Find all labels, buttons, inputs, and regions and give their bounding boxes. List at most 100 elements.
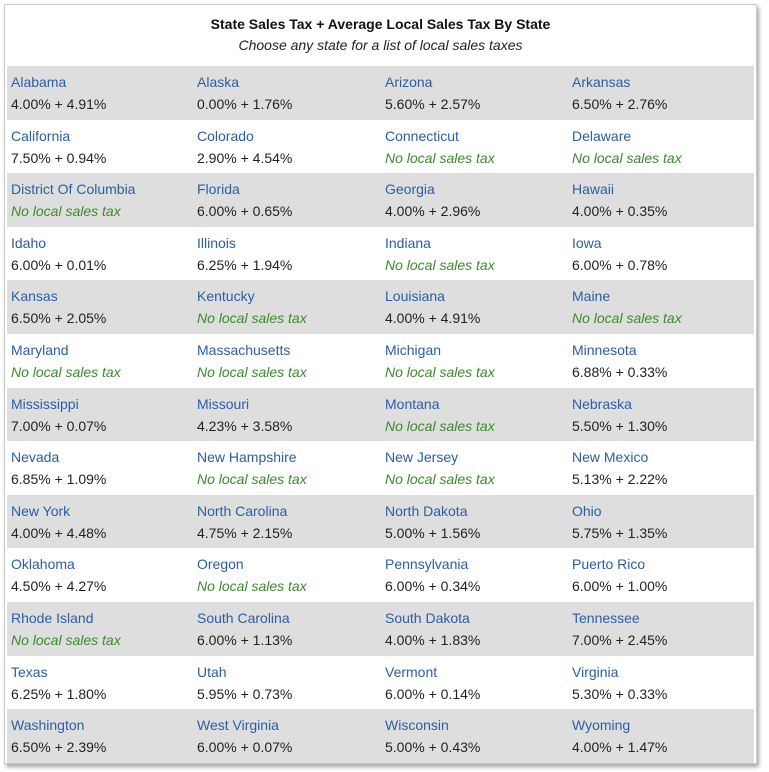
state-tax-table-body: Alabama 4.00% + 4.91% Alaska 0.00% + 1.76% A… [7, 66, 754, 763]
state-link[interactable]: Hawaii [572, 181, 615, 198]
state-link[interactable]: Nebraska [572, 395, 632, 412]
state-link[interactable]: Kansas [11, 288, 58, 305]
state-cell: Ohio 5.75% + 1.35% [568, 495, 754, 549]
state-cell: Delaware No local sales tax [568, 120, 754, 174]
no-local-tax-note: No local sales tax [572, 149, 682, 166]
state-cell: Colorado 2.90% + 4.54% [193, 120, 381, 174]
sales-tax-panel: State Sales Tax + Average Local Sales Ta… [4, 4, 757, 764]
state-link[interactable]: North Dakota [385, 502, 468, 519]
state-link[interactable]: Rhode Island [11, 609, 94, 626]
state-link[interactable]: District Of Columbia [11, 181, 136, 198]
state-cell: Washington 6.50% + 2.39% [7, 709, 193, 763]
table-row: Texas 6.25% + 1.80% Utah 5.95% + 0.73% Vermo… [7, 655, 754, 710]
state-cell: Minnesota 6.88% + 0.33% [568, 334, 754, 388]
tax-rate: 7.00% + 2.45% [572, 631, 668, 648]
tax-rate: 4.00% + 1.83% [385, 631, 481, 648]
tax-rate: 5.00% + 0.43% [385, 739, 481, 756]
state-link[interactable]: Wisconsin [385, 717, 449, 734]
state-link[interactable]: Kentucky [197, 288, 255, 305]
no-local-tax-note: No local sales tax [197, 310, 307, 327]
state-link[interactable]: Montana [385, 395, 440, 412]
table-row: California 7.50% + 0.94% Colorado 2.90% + 4… [7, 119, 754, 174]
state-link[interactable]: Colorado [197, 127, 254, 144]
state-cell: Oklahoma 4.50% + 4.27% [7, 548, 193, 602]
no-local-tax-note: No local sales tax [197, 578, 307, 595]
table-row: Kansas 6.50% + 2.05% Kentucky No local sale… [7, 280, 754, 334]
state-link[interactable]: Oklahoma [11, 556, 75, 573]
state-link[interactable]: Vermont [385, 663, 438, 680]
state-link[interactable]: Idaho [11, 234, 47, 251]
tax-rate: 6.00% + 0.07% [197, 739, 293, 756]
state-link[interactable]: New Hampshire [197, 449, 297, 466]
state-link[interactable]: Delaware [572, 127, 632, 144]
state-cell: New Mexico 5.13% + 2.22% [568, 441, 754, 495]
state-cell: Georgia 4.00% + 2.96% [381, 173, 568, 227]
state-link[interactable]: Maryland [11, 341, 69, 358]
state-cell: New Jersey No local sales tax [381, 441, 568, 495]
state-cell: New York 4.00% + 4.48% [7, 495, 193, 549]
state-cell: Idaho 6.00% + 0.01% [7, 227, 193, 281]
state-link[interactable]: Indiana [385, 234, 431, 251]
no-local-tax-note: No local sales tax [385, 256, 495, 273]
state-link[interactable]: Connecticut [385, 127, 459, 144]
state-link[interactable]: Mississippi [11, 395, 79, 412]
table-row: New York 4.00% + 4.48% North Carolina 4.75%… [7, 494, 754, 549]
state-link[interactable]: Virginia [572, 663, 619, 680]
state-cell: West Virginia 6.00% + 0.07% [193, 709, 381, 763]
state-link[interactable]: Massachusetts [197, 341, 291, 358]
state-link[interactable]: Nevada [11, 449, 60, 466]
state-link[interactable]: Illinois [197, 234, 236, 251]
state-link[interactable]: Alabama [11, 74, 67, 90]
state-link[interactable]: Oregon [197, 556, 244, 573]
state-cell: Wyoming 4.00% + 1.47% [568, 709, 754, 763]
state-cell: Arizona 5.60% + 2.57% [381, 66, 568, 120]
no-local-tax-note: No local sales tax [11, 203, 121, 220]
state-cell: California 7.50% + 0.94% [7, 120, 193, 174]
tax-rate: 5.50% + 1.30% [572, 417, 668, 434]
state-link[interactable]: Florida [197, 181, 240, 198]
tax-rate: 6.00% + 0.65% [197, 203, 293, 220]
state-link[interactable]: Tennessee [572, 609, 640, 626]
tax-rate: 6.50% + 2.76% [572, 96, 668, 112]
state-link[interactable]: New Mexico [572, 449, 649, 466]
state-link[interactable]: Ohio [572, 502, 602, 519]
state-link[interactable]: Georgia [385, 181, 435, 198]
state-cell: North Dakota 5.00% + 1.56% [381, 495, 568, 549]
state-cell: District Of Columbia No local sales tax [7, 173, 193, 227]
no-local-tax-note: No local sales tax [11, 363, 121, 380]
state-link[interactable]: Maine [572, 288, 611, 305]
state-link[interactable]: South Dakota [385, 609, 470, 626]
state-link[interactable]: Alaska [197, 74, 240, 90]
state-link[interactable]: Pennsylvania [385, 556, 469, 573]
state-link[interactable]: South Carolina [197, 609, 290, 626]
state-link[interactable]: Arizona [385, 74, 433, 90]
state-cell: Virginia 5.30% + 0.33% [568, 656, 754, 710]
table-row: Maryland No local sales tax Massachusetts N… [7, 333, 754, 388]
state-link[interactable]: Texas [11, 663, 48, 680]
no-local-tax-note: No local sales tax [197, 363, 307, 380]
state-link[interactable]: Arkansas [572, 74, 631, 90]
state-link[interactable]: North Carolina [197, 502, 288, 519]
state-link[interactable]: Wyoming [572, 717, 631, 734]
tax-rate: 5.95% + 0.73% [197, 685, 293, 702]
state-link[interactable]: California [11, 127, 71, 144]
state-link[interactable]: New Jersey [385, 449, 459, 466]
state-cell: Missouri 4.23% + 3.58% [193, 388, 381, 442]
panel-header: State Sales Tax + Average Local Sales Ta… [5, 5, 756, 66]
table-row: Alabama 4.00% + 4.91% Alaska 0.00% + 1.76% A… [7, 66, 754, 120]
tax-rate: 2.90% + 4.54% [197, 149, 293, 166]
state-link[interactable]: Missouri [197, 395, 250, 412]
tax-rate: 4.00% + 4.91% [11, 96, 107, 112]
state-link[interactable]: Iowa [572, 234, 602, 251]
state-link[interactable]: Washington [11, 717, 85, 734]
state-link[interactable]: Utah [197, 663, 227, 680]
state-link[interactable]: Michigan [385, 341, 442, 358]
state-link[interactable]: New York [11, 502, 71, 519]
state-link[interactable]: West Virginia [197, 717, 279, 734]
state-link[interactable]: Puerto Rico [572, 556, 646, 573]
no-local-tax-note: No local sales tax [11, 631, 121, 648]
state-link[interactable]: Minnesota [572, 341, 637, 358]
tax-rate: 4.00% + 2.96% [385, 203, 481, 220]
state-link[interactable]: Louisiana [385, 288, 445, 305]
state-cell: Texas 6.25% + 1.80% [7, 656, 193, 710]
